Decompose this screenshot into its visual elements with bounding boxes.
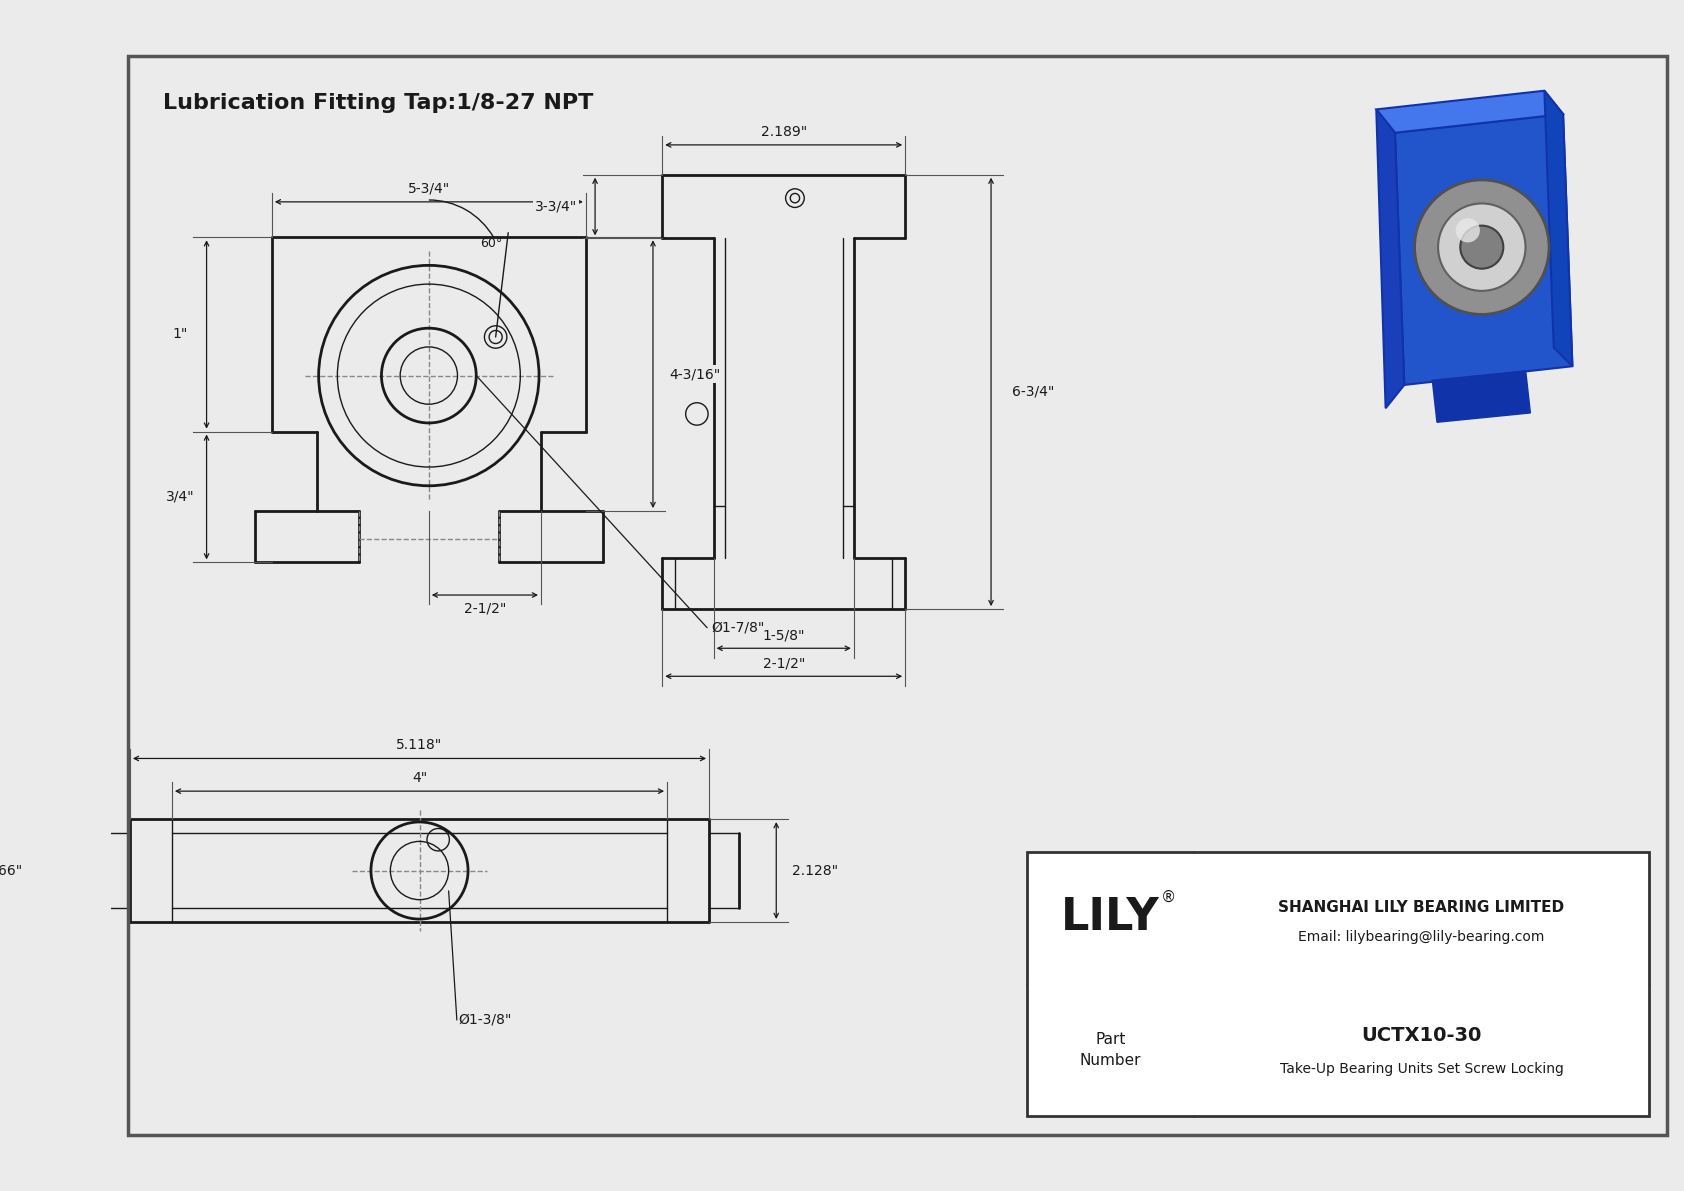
Text: 4": 4" [413,771,428,785]
Text: 6-3/4": 6-3/4" [1012,385,1054,399]
Text: 5-3/4": 5-3/4" [408,182,450,195]
Polygon shape [1433,370,1531,423]
Text: 4-3/16": 4-3/16" [669,367,721,381]
Text: Email: lilybearing@lily-bearing.com: Email: lilybearing@lily-bearing.com [1298,930,1544,944]
Polygon shape [1394,114,1573,385]
Circle shape [1415,180,1549,314]
Text: ®: ® [1160,890,1175,905]
Circle shape [1438,204,1526,291]
Polygon shape [1376,91,1563,132]
Text: UCTX10-30: UCTX10-30 [1361,1025,1482,1045]
Text: 60°: 60° [480,237,502,250]
Text: 3/4": 3/4" [167,490,195,504]
Circle shape [1460,225,1504,269]
Text: 2.128": 2.128" [793,863,839,878]
Text: LILY: LILY [1061,897,1160,940]
Text: Lubrication Fitting Tap:1/8-27 NPT: Lubrication Fitting Tap:1/8-27 NPT [163,93,593,113]
Text: 1": 1" [173,328,189,342]
Text: 2.189": 2.189" [761,125,807,139]
Text: Ø1-3/8": Ø1-3/8" [458,1014,512,1027]
Text: 5.118": 5.118" [396,738,443,753]
Text: 3-3/4": 3-3/4" [536,200,578,213]
Text: Ø1-7/8": Ø1-7/8" [712,621,765,635]
Polygon shape [1376,110,1404,409]
Polygon shape [1544,91,1573,366]
Text: 0.866": 0.866" [0,863,22,878]
Text: 2-1/2": 2-1/2" [763,656,805,671]
Text: Take-Up Bearing Units Set Screw Locking: Take-Up Bearing Units Set Screw Locking [1280,1061,1563,1075]
Text: SHANGHAI LILY BEARING LIMITED: SHANGHAI LILY BEARING LIMITED [1278,900,1564,915]
Text: 2-1/2": 2-1/2" [463,601,507,615]
Bar [1027,852,1649,1116]
Text: Part
Number: Part Number [1079,1033,1142,1068]
Text: 1-5/8": 1-5/8" [763,628,805,642]
Circle shape [1455,218,1480,243]
